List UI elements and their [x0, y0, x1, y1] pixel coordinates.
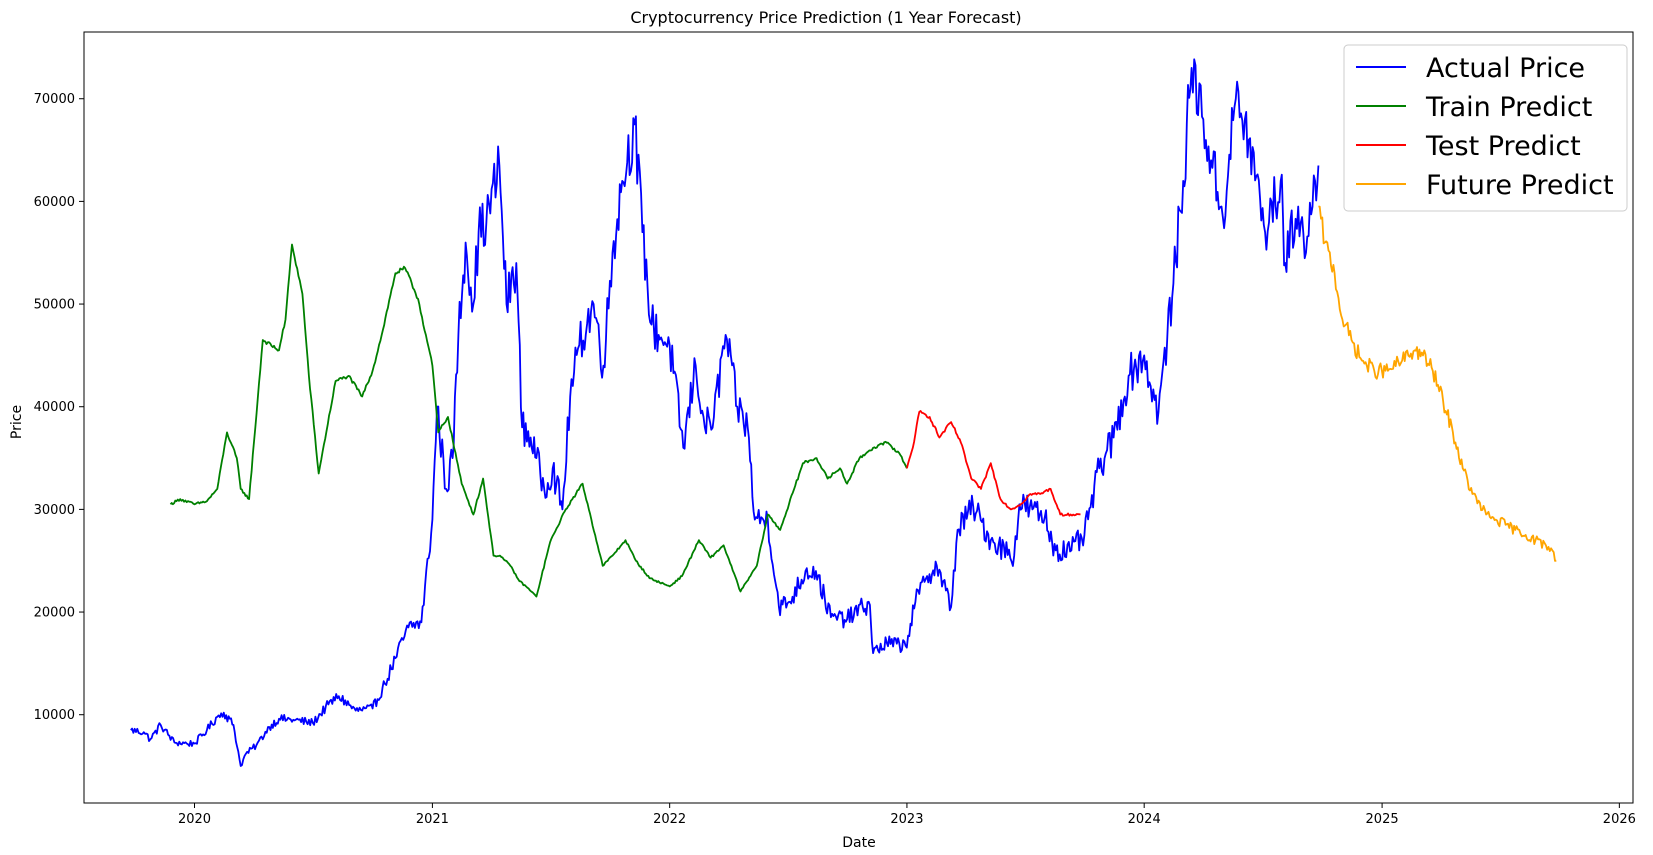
- x-tick-label: 2020: [178, 812, 211, 827]
- legend-label: Test Predict: [1425, 131, 1581, 162]
- chart-title: Cryptocurrency Price Prediction (1 Year …: [630, 8, 1021, 27]
- x-axis: 2020 2021 2022 2023 2024 2025 2026: [178, 803, 1636, 827]
- series-line-test-predict: [906, 410, 1081, 517]
- y-tick-label: 50000: [34, 298, 75, 313]
- y-tick-label: 10000: [34, 708, 75, 723]
- y-axis-label: Price: [9, 405, 25, 439]
- y-tick-label: 40000: [34, 400, 75, 415]
- y-tick-label: 70000: [34, 92, 75, 107]
- plot-frame: [83, 31, 1634, 804]
- legend-box: [1343, 44, 1628, 212]
- legend-label: Train Predict: [1425, 92, 1592, 123]
- x-tick-label: 2026: [1603, 812, 1636, 827]
- series-line-actual-price: [130, 58, 1320, 767]
- y-tick-label: 30000: [34, 503, 75, 518]
- x-axis-label: Date: [842, 835, 875, 851]
- x-tick-label: 2025: [1366, 812, 1399, 827]
- series-line-train-predict: [169, 243, 908, 598]
- x-tick-label: 2023: [890, 812, 923, 827]
- x-tick-label: 2022: [653, 812, 686, 827]
- y-tick-label: 60000: [34, 195, 75, 210]
- legend: Actual Price Train Predict Test Predict Fut…: [1343, 44, 1628, 212]
- y-axis: 10000 20000 30000 40000 50000 60000 70000: [34, 92, 84, 723]
- x-tick-label: 2024: [1128, 812, 1161, 827]
- legend-label: Actual Price: [1426, 53, 1585, 84]
- legend-label: Future Predict: [1426, 170, 1614, 201]
- series-line-future-predict: [1318, 205, 1557, 562]
- y-tick-label: 20000: [34, 606, 75, 621]
- x-tick-label: 2021: [416, 812, 449, 827]
- plot-area: [83, 31, 1634, 804]
